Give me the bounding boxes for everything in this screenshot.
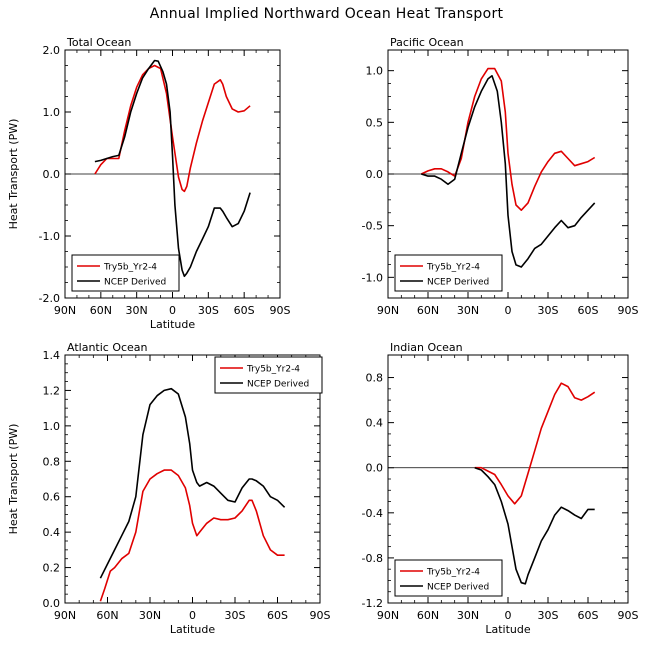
x-tick-label: 0 [505, 304, 512, 317]
y-tick-label: -1.2 [362, 597, 383, 610]
series-line-ncep [94, 59, 251, 278]
x-tick-label: 90S [310, 609, 331, 622]
legend-label: Try5b_Yr2-4 [426, 263, 480, 273]
x-tick-label: 90N [377, 609, 399, 622]
x-tick-label: 0 [505, 609, 512, 622]
x-tick-label: 30S [538, 304, 559, 317]
legend: Try5b_Yr2-4 NCEP Derived [214, 356, 323, 394]
panel-total: 90N 60N 30N 0 30S 60S 90S -2.0 -1.0 0.0 1.0 2.0 Tota… [7, 36, 291, 331]
x-axis-label: Latitude [170, 623, 216, 636]
series-line-model [99, 469, 285, 602]
y-tick-label: -0.8 [362, 552, 383, 565]
legend-box [71, 254, 180, 292]
panel-title: Atlantic Ocean [67, 341, 148, 354]
y-tick-label: -1.0 [39, 230, 60, 243]
legend-label: NCEP Derived [427, 278, 489, 288]
y-tick-label: 0.6 [43, 491, 61, 504]
series-line-model [94, 64, 251, 193]
panel-atlantic: 90N 60N 30N 0 30S 60S 90S 0.0 0.2 0.4 0.6 0.8 1.0 1.2… [7, 341, 331, 636]
x-tick-label: 90S [618, 304, 639, 317]
legend-box [394, 559, 503, 597]
panel-title: Indian Ocean [390, 341, 463, 354]
y-tick-label: 1.0 [43, 106, 61, 119]
y-tick-label: 1.4 [43, 349, 61, 362]
series-line-model [474, 382, 596, 505]
series-line-model [420, 67, 596, 211]
x-axis-label: Latitude [485, 623, 531, 636]
legend-label: Try5b_Yr2-4 [426, 568, 480, 578]
x-tick-label: 90N [54, 609, 76, 622]
x-tick-label: 60N [417, 304, 439, 317]
panel-title: Total Ocean [66, 36, 131, 49]
y-tick-label: 0.2 [43, 562, 61, 575]
y-tick-label: 0.0 [366, 168, 384, 181]
x-tick-label: 30S [538, 609, 559, 622]
legend-box [394, 254, 503, 292]
x-tick-label: 30N [457, 304, 479, 317]
x-tick-label: 90N [377, 304, 399, 317]
x-tick-label: 90N [54, 304, 76, 317]
y-tick-label: -2.0 [39, 292, 60, 305]
x-tick-label: 60S [578, 304, 599, 317]
y-tick-label: 0.4 [43, 526, 61, 539]
y-tick-label: 1.0 [43, 420, 61, 433]
legend: Try5b_Yr2-4 NCEP Derived [394, 559, 503, 597]
x-tick-label: 60N [417, 609, 439, 622]
x-tick-label: 30N [139, 609, 161, 622]
x-tick-label: 90S [270, 304, 291, 317]
legend-box [214, 356, 323, 394]
y-tick-label: -0.4 [362, 507, 383, 520]
x-tick-label: 30S [225, 609, 246, 622]
y-tick-label: 0.8 [43, 455, 61, 468]
x-tick-label: 0 [169, 304, 176, 317]
legend-label: Try5b_Yr2-4 [103, 263, 157, 273]
x-tick-label: 60S [578, 609, 599, 622]
x-tick-label: 0 [189, 609, 196, 622]
panel-pacific: 90N 60N 30N 0 30S 60S 90S -1.0 -0.5 0.0 0.5 1.0 Paci… [362, 36, 639, 317]
panel-title: Pacific Ocean [390, 36, 464, 49]
y-tick-label: 0.4 [366, 417, 384, 430]
legend-label: NCEP Derived [104, 278, 166, 288]
y-axis-label: Heat Transport (PW) [7, 119, 20, 230]
y-tick-label: -1.0 [362, 271, 383, 284]
x-tick-label: 30N [126, 304, 148, 317]
x-tick-label: 60S [234, 304, 255, 317]
y-tick-label: 0.0 [43, 597, 61, 610]
legend: Try5b_Yr2-4 NCEP Derived [71, 254, 180, 292]
y-tick-label: 0.0 [366, 462, 384, 475]
y-axis-label: Heat Transport (PW) [7, 424, 20, 535]
y-tick-label: 0.0 [43, 168, 61, 181]
y-tick-label: 0.8 [366, 372, 384, 385]
y-tick-label: 2.0 [43, 44, 61, 57]
x-tick-label: 30N [457, 609, 479, 622]
series-line-ncep [421, 75, 596, 268]
figure-title: Annual Implied Northward Ocean Heat Tran… [149, 6, 504, 22]
legend-label: NCEP Derived [427, 583, 489, 593]
x-tick-label: 90S [618, 609, 639, 622]
y-tick-label: 0.5 [366, 116, 384, 129]
x-tick-label: 60N [90, 304, 112, 317]
y-tick-label: 1.0 [366, 65, 384, 78]
y-tick-label: -0.5 [362, 220, 383, 233]
y-tick-label: 1.2 [43, 384, 61, 397]
x-axis-label: Latitude [150, 318, 196, 331]
legend: Try5b_Yr2-4 NCEP Derived [394, 254, 503, 292]
series-line-ncep [474, 466, 595, 585]
legend-label: Try5b_Yr2-4 [246, 365, 300, 375]
x-tick-label: 30S [198, 304, 219, 317]
panel-indian: 90N 60N 30N 0 30S 60S 90S -1.2 -0.8 -0.4 0.0 0.4 0.8… [362, 341, 639, 636]
x-tick-label: 60N [96, 609, 118, 622]
x-tick-label: 60S [267, 609, 288, 622]
legend-label: NCEP Derived [247, 380, 309, 390]
series-line-ncep [99, 387, 286, 579]
